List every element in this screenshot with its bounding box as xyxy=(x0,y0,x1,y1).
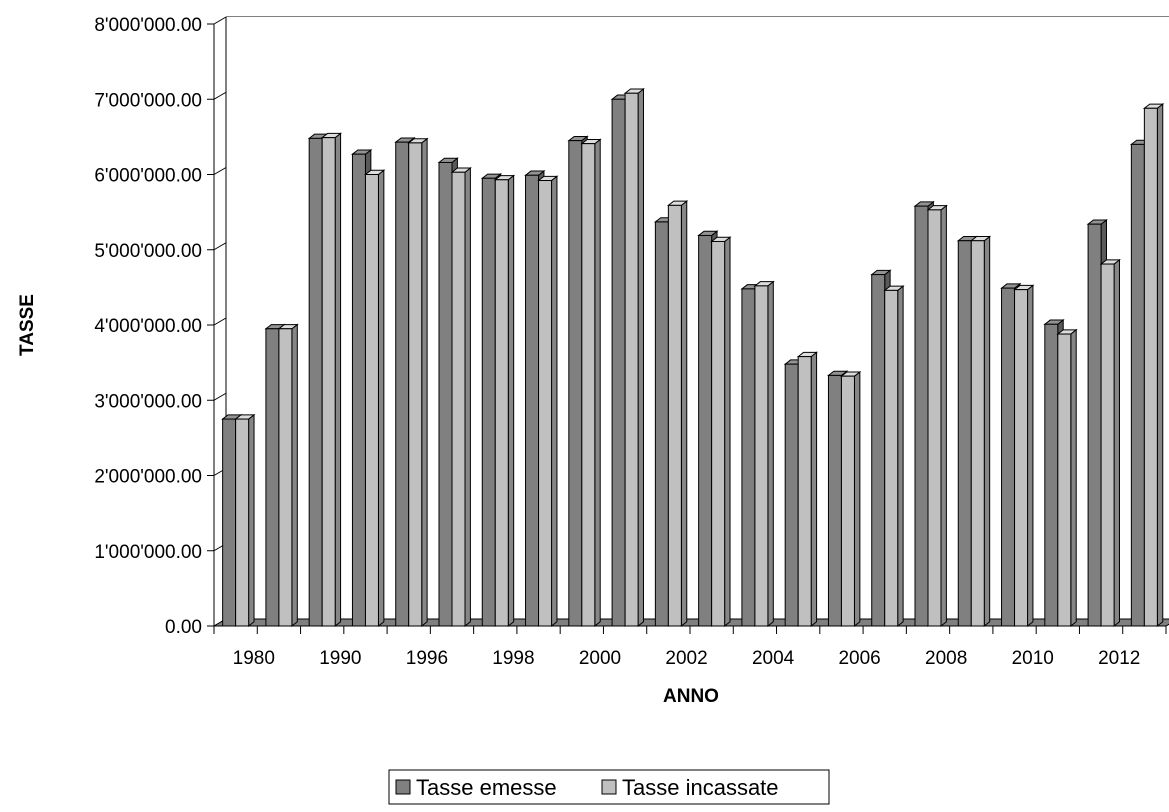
x-tick-label: 2008 xyxy=(925,648,967,669)
y-tick-label: 3'000'000.00 xyxy=(94,391,202,412)
legend-label-tasse-emesse: Tasse emesse xyxy=(416,775,557,800)
bar-tasse-incassate xyxy=(623,88,645,628)
bar-tasse-incassate xyxy=(666,200,689,628)
y-tick-label: 8'000'000.00 xyxy=(94,15,202,36)
bar-tasse-incassate xyxy=(796,351,819,628)
bar-tasse-incassate xyxy=(926,204,948,628)
bar-tasse-incassate xyxy=(839,370,862,628)
x-tick-label: 1998 xyxy=(492,648,534,669)
bar-tasse-incassate xyxy=(234,413,256,628)
x-tick-label: 1996 xyxy=(406,648,448,669)
bar-tasse-incassate xyxy=(1099,258,1121,628)
bar-tasse-incassate xyxy=(969,235,992,628)
y-tick-label: 1'000'000.00 xyxy=(94,542,202,563)
x-axis-ticks: 1980 1990 1996 1998 2000 2002 2004 2006 2008 2010… xyxy=(213,626,1167,669)
bar-tasse-incassate xyxy=(320,132,343,628)
gridline-side xyxy=(213,167,227,175)
legend-swatch-tasse-emesse xyxy=(395,779,411,795)
x-tick-label: 2010 xyxy=(1012,648,1054,669)
gridline-side xyxy=(213,392,227,401)
bar-tasse-incassate xyxy=(450,167,472,628)
legend-label-tasse-incassate: Tasse incassate xyxy=(622,775,779,800)
y-tick-label: 6'000'000.00 xyxy=(94,166,202,187)
gridline-side xyxy=(213,91,227,100)
x-tick-label: 1980 xyxy=(233,648,275,669)
bar-tasse-incassate xyxy=(1013,284,1035,628)
bar-tasse-incassate xyxy=(710,236,732,628)
legend-swatch-tasse-incassate xyxy=(601,779,617,795)
bar-tasse-incassate xyxy=(1142,103,1165,628)
x-axis-title: ANNO xyxy=(663,686,719,707)
bar-tasse-incassate xyxy=(753,280,775,628)
y-tick-label: 0.00 xyxy=(165,617,202,638)
gridline-side xyxy=(213,16,227,25)
x-tick-label: 2002 xyxy=(665,648,707,669)
y-axis-ticks: 0.00 1'000'000.00 2'000'000.00 3'000'000.00… xyxy=(94,15,214,638)
legend: Tasse emesse Tasse incassate xyxy=(388,769,830,805)
x-tick-label: 1990 xyxy=(319,648,361,669)
x-tick-label: 2006 xyxy=(838,648,880,669)
bar-tasse-incassate xyxy=(407,137,429,628)
bar-tasse-incassate xyxy=(580,138,602,628)
y-axis-title: TASSE xyxy=(17,294,38,356)
bar-tasse-incassate xyxy=(493,174,516,628)
gridline-side xyxy=(213,317,227,326)
y-tick-label: 2'000'000.00 xyxy=(94,467,202,488)
x-tick-label: 2012 xyxy=(1098,648,1140,669)
bar-tasse-incassate xyxy=(883,285,905,628)
y-tick-label: 5'000'000.00 xyxy=(94,241,202,262)
bar-tasse-incassate xyxy=(1056,328,1078,628)
x-tick-label: 2004 xyxy=(752,648,795,669)
bar-tasse-incassate xyxy=(537,175,559,628)
y-tick-label: 4'000'000.00 xyxy=(94,316,202,337)
x-tick-label: 2000 xyxy=(579,648,621,669)
bar-tasse-incassate xyxy=(277,323,299,628)
y-tick-label: 7'000'000.00 xyxy=(94,90,202,111)
bar-tasse-incassate xyxy=(363,169,386,628)
gridline-side xyxy=(213,242,227,251)
bars xyxy=(221,88,1165,628)
